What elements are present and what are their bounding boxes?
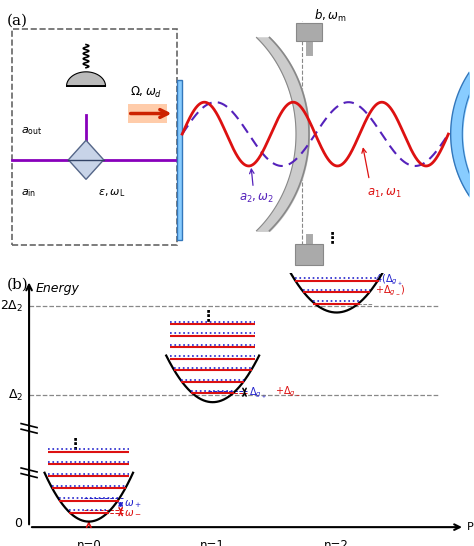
Text: (b): (b) [7, 277, 29, 292]
Text: $\Omega, \omega_d$: $\Omega, \omega_d$ [130, 85, 162, 100]
Bar [177, 80, 182, 240]
Text: Photon number: Photon number [467, 522, 474, 532]
Text: $\omega_-$: $\omega_-$ [124, 507, 142, 517]
Text: n=1: n=1 [200, 539, 225, 546]
Text: n=0: n=0 [76, 539, 101, 546]
Polygon shape [68, 140, 104, 179]
Text: (a): (a) [7, 13, 28, 27]
Text: $b, \omega_{\rm m}$: $b, \omega_{\rm m}$ [314, 8, 346, 24]
Text: $a_{\rm in}$: $a_{\rm in}$ [21, 187, 36, 199]
Text: ⋮: ⋮ [68, 436, 83, 451]
Text: $+\Delta_{g_-})$: $+\Delta_{g_-})$ [375, 283, 406, 298]
Text: ⋮: ⋮ [325, 230, 340, 245]
Text: $a_1, \omega_1$: $a_1, \omega_1$ [367, 187, 402, 200]
Text: $\Delta_2$: $\Delta_2$ [8, 388, 23, 402]
Bar [296, 23, 322, 41]
Text: ⋮: ⋮ [201, 308, 216, 323]
Text: $2\Delta_2$: $2\Delta_2$ [0, 299, 23, 314]
Text: Energy: Energy [36, 282, 80, 295]
Text: n=2: n=2 [324, 539, 349, 546]
Text: $a_2, \omega_2$: $a_2, \omega_2$ [239, 192, 274, 205]
Bar [12, 28, 177, 245]
Text: $\Delta_{g_+}$: $\Delta_{g_+}$ [249, 385, 266, 400]
Text: $+\Delta_{g_-}$: $+\Delta_{g_-}$ [274, 385, 301, 399]
Text: $\omega_+$: $\omega_+$ [124, 498, 142, 511]
Text: $\varepsilon, \omega_{\rm L}$: $\varepsilon, \omega_{\rm L}$ [98, 187, 125, 199]
Bar [295, 244, 323, 265]
Text: $4(\Delta_{g_+}$: $4(\Delta_{g_+}$ [375, 272, 403, 287]
Polygon shape [66, 72, 106, 86]
Text: $0$: $0$ [14, 517, 23, 530]
Bar [128, 104, 167, 123]
Text: $a_{\rm out}$: $a_{\rm out}$ [21, 126, 43, 138]
